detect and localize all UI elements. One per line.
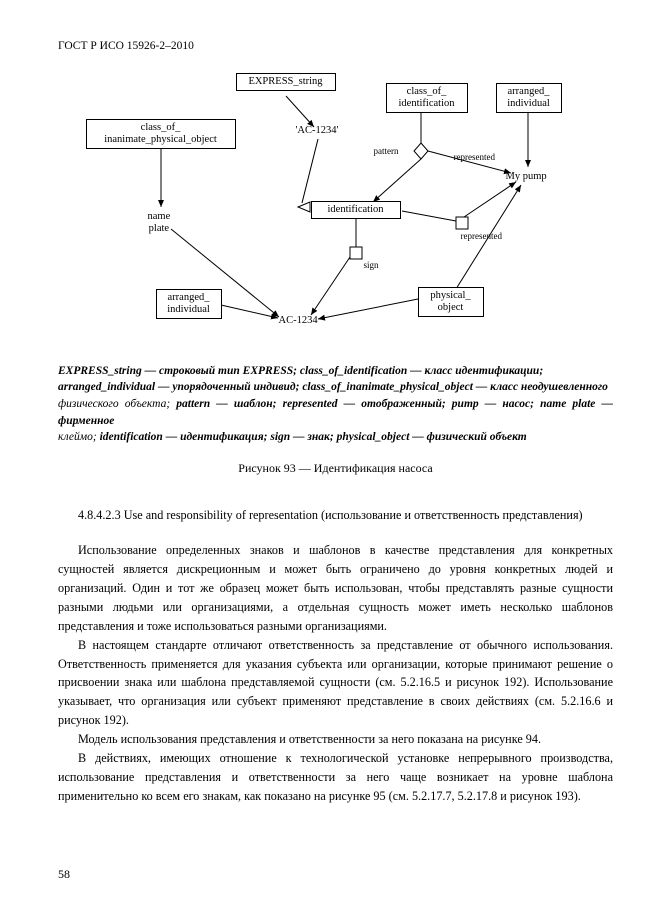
label-ac1234-quoted: 'AC-1234' xyxy=(296,125,339,137)
figure-93-diagram: EXPRESS_string class_of_ identification … xyxy=(66,67,606,357)
node-express-string: EXPRESS_string xyxy=(236,73,336,91)
body-paragraph: В настоящем стандарте отличают ответстве… xyxy=(58,636,613,731)
body-paragraph: Использование определенных знаков и шабл… xyxy=(58,541,613,636)
node-arranged-individual-top: arranged_ individual xyxy=(496,83,562,113)
label-name-plate: name plate xyxy=(148,211,171,235)
body-text: Использование определенных знаков и шабл… xyxy=(58,541,613,806)
node-identification: identification xyxy=(311,201,401,219)
edge-represented-2: represented xyxy=(461,232,502,241)
edge-sign: sign xyxy=(364,261,379,270)
node-arranged-individual-bottom: arranged_ individual xyxy=(156,289,222,319)
label-ac1234: AC-1234 xyxy=(279,315,318,327)
node-physical-object: physical_ object xyxy=(418,287,484,317)
page-number: 58 xyxy=(58,866,70,883)
edge-pattern: pattern xyxy=(374,147,399,156)
doc-header: ГОСТ Р ИСО 15926-2–2010 xyxy=(58,38,613,55)
node-class-of-identification: class_of_ identification xyxy=(386,83,468,113)
figure-legend: EXPRESS_string — строковый тип EXPRESS; … xyxy=(58,363,613,446)
figure-caption: Рисунок 93 — Идентификация насоса xyxy=(58,460,613,477)
body-paragraph: В действиях, имеющих отношение к техноло… xyxy=(58,749,613,806)
section-heading: 4.8.4.2.3 Use and responsibility of repr… xyxy=(78,507,613,525)
edge-represented-1: represented xyxy=(454,153,495,162)
node-class-of-inanimate: class_of_ inanimate_physical_object xyxy=(86,119,236,149)
label-my-pump: My pump xyxy=(506,171,547,183)
body-paragraph: Модель использования представления и отв… xyxy=(58,730,613,749)
